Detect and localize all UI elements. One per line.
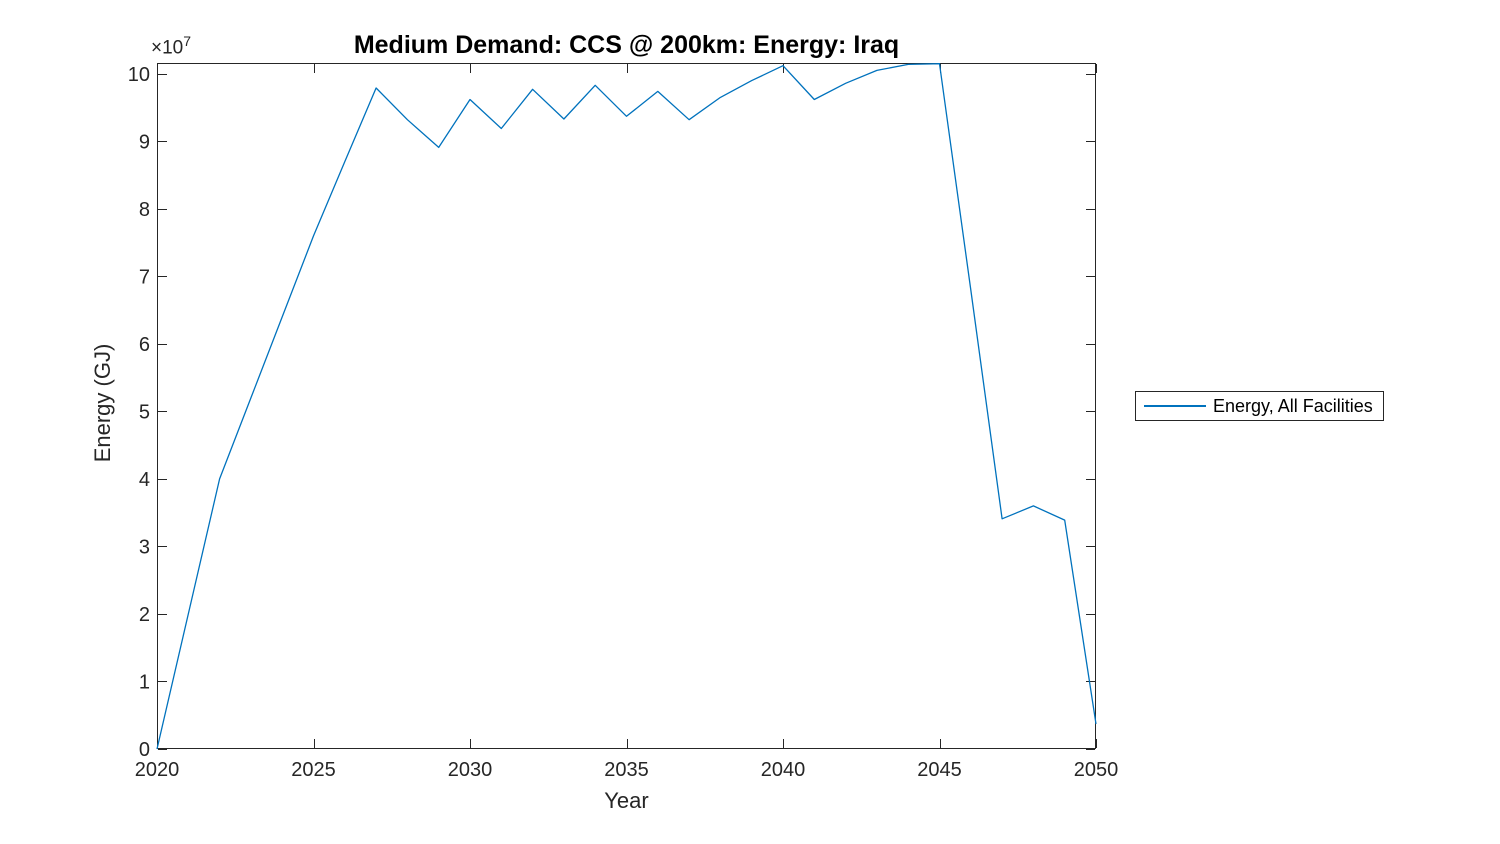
y-axis-exponent-power: 7 <box>183 33 192 49</box>
y-axis-exponent-base: ×10 <box>151 37 184 59</box>
x-tick-label: 2040 <box>761 759 806 781</box>
y-tick-label: 1 <box>139 671 150 693</box>
x-tick-label: 2050 <box>1074 759 1119 781</box>
x-axis-label: Year <box>604 788 649 813</box>
y-tick-label: 7 <box>139 266 150 288</box>
y-axis-exponent-label: ×107 <box>151 33 191 59</box>
y-tick-label: 10 <box>128 64 150 86</box>
data-line-energy-all-facilities <box>156 63 1097 750</box>
x-tick-label: 2020 <box>135 759 180 781</box>
legend: Energy, All Facilities <box>1135 391 1384 421</box>
y-tick-label: 4 <box>139 469 150 491</box>
y-tick-label: 8 <box>139 199 150 221</box>
legend-line-swatch <box>1144 405 1206 407</box>
y-tick-label: 9 <box>139 131 150 153</box>
y-tick-label: 6 <box>139 334 150 356</box>
x-tick-label: 2025 <box>291 759 336 781</box>
y-tick-label: 5 <box>139 401 150 423</box>
legend-entry-label: Energy, All Facilities <box>1213 395 1373 416</box>
y-tick-label: 0 <box>139 739 150 761</box>
y-tick-label: 2 <box>139 604 150 626</box>
x-tick-label: 2030 <box>448 759 493 781</box>
chart-title: Medium Demand: CCS @ 200km: Energy: Iraq <box>353 31 900 59</box>
x-tick-label: 2035 <box>604 759 649 781</box>
x-tick-label: 2045 <box>917 759 962 781</box>
axes-frame <box>157 63 1096 749</box>
y-tick-label: 3 <box>139 536 150 558</box>
